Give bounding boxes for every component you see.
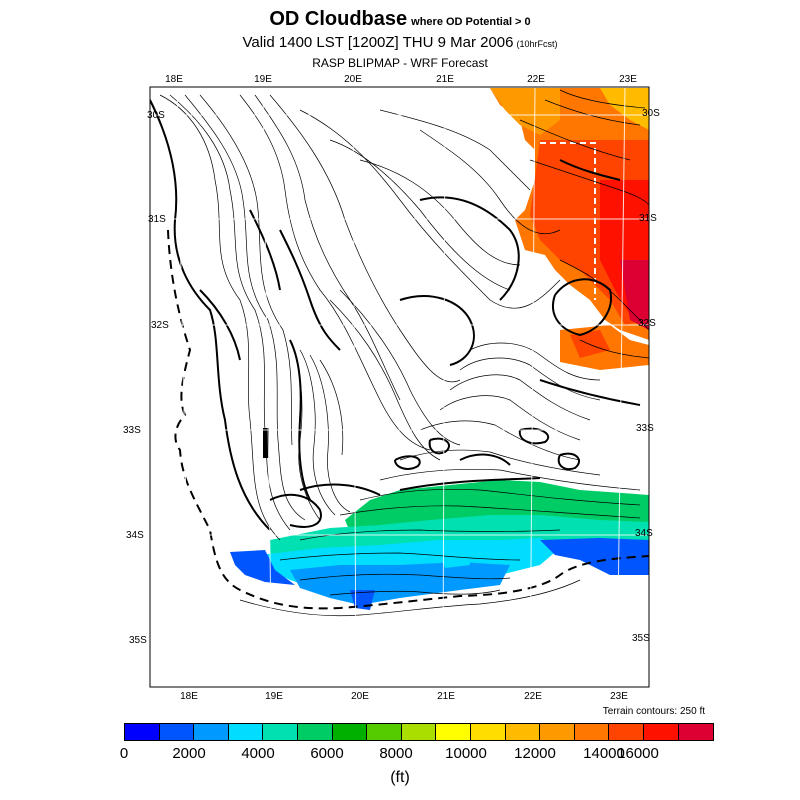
legend-swatch [643,724,679,740]
legend-swatch [367,724,402,740]
left-lat-label: 33S [123,425,141,436]
legend-swatch [678,724,714,740]
title-qualifier: where OD Potential > 0 [411,16,531,28]
legend-swatch [332,724,368,740]
legend-swatch [125,724,160,740]
right-lat-label: 32S [638,318,656,329]
bottom-lon-label: 21E [437,691,455,702]
legend-swatch [609,724,644,740]
valid-time: Valid 1400 LST [1200Z] THU 9 Mar 2006 (10… [0,34,800,51]
bottom-lon-label: 20E [351,691,369,702]
bottom-lon-label: 22E [524,691,542,702]
legend-swatch [436,724,471,740]
left-lat-label: 32S [151,320,169,331]
left-lat-label: 35S [129,635,147,646]
legend-label: 14000 [583,745,625,762]
legend-label: 10000 [445,745,487,762]
color-legend [124,723,715,741]
bottom-lon-label: 19E [265,691,283,702]
left-lat-label: 34S [126,530,144,541]
left-lat-label: 30S [147,110,165,121]
title-main: OD Cloudbase [269,8,408,30]
bottom-lon-label: 23E [610,691,628,702]
legend-label: 6000 [310,745,344,762]
model-source: RASP BLIPMAP - WRF Forecast [312,56,488,70]
legend-swatch [297,724,333,740]
graticule [150,87,649,687]
legend-swatch [159,724,195,740]
top-lon-label: 19E [254,74,272,85]
legend-swatch [574,724,610,740]
forecast-hour: (10hrFcst) [516,39,558,49]
legend-swatch [401,724,437,740]
coastal-contour [239,579,581,617]
right-lat-label: 30S [642,108,660,119]
right-lat-label: 31S [639,213,657,224]
right-lat-label: 33S [636,423,654,434]
legend-label: 12000 [514,745,556,762]
legend-label: 4000 [241,745,275,762]
terrain-peak-mark [263,428,269,458]
legend-swatch [470,724,506,740]
top-lon-label: 23E [619,74,637,85]
legend-swatch [505,724,541,740]
right-lat-label: 34S [635,528,653,539]
left-lat-label: 31S [148,214,166,225]
high-cloudbase-region [490,88,649,370]
low-cloudbase-region [230,480,649,610]
terrain-contour-note: Terrain contours: 250 ft [602,706,705,717]
top-lon-label: 18E [165,74,183,85]
bold-contours [150,99,641,531]
legend-swatch [263,724,298,740]
legend-label: 0 [119,745,129,762]
right-lat-label: 35S [632,633,650,644]
top-lon-label: 20E [344,74,362,85]
legend-swatch [228,724,264,740]
valid-text: Valid 1400 LST [1200Z] THU 9 Mar 2006 [242,34,514,51]
top-lon-label: 22E [527,74,545,85]
top-lon-label: 21E [436,74,454,85]
legend-swatch [194,724,229,740]
legend-label: 2000 [172,745,206,762]
map-title: OD Cloudbase where OD Potential > 0 [0,8,800,31]
legend-label: 8000 [379,745,413,762]
legend-units: (ft) [390,769,410,786]
legend-swatch [540,724,575,740]
map-frame [149,86,650,688]
legend-label: 16000 [617,745,659,762]
bottom-lon-label: 18E [180,691,198,702]
